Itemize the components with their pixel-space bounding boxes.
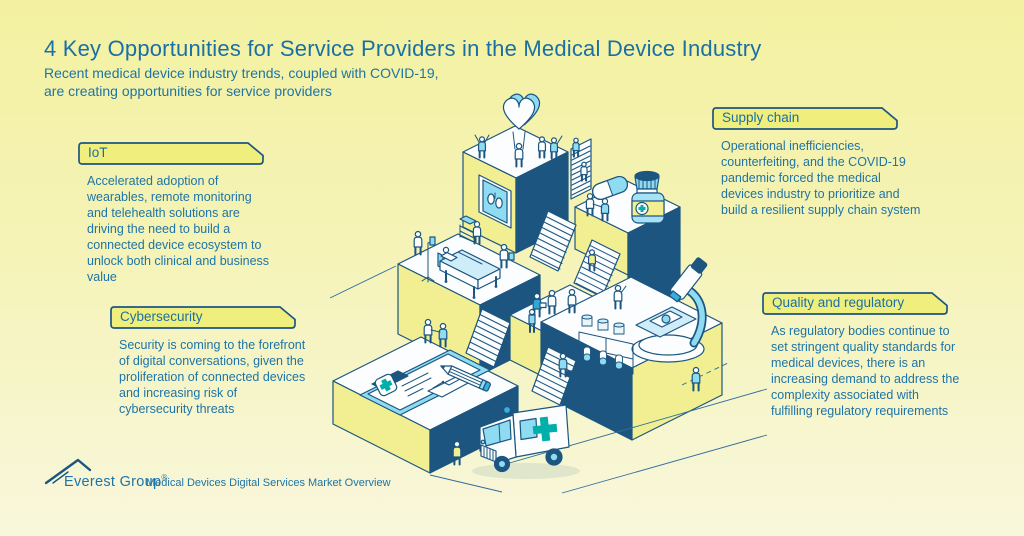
tablet: [540, 303, 546, 308]
hospital-bed-icon: [438, 247, 500, 299]
notched-tab-shape: [110, 306, 296, 329]
pill-capsule-icon: [590, 174, 629, 201]
callout-cybersecurity: Cybersecurity Security is coming to the …: [110, 306, 310, 417]
callout-supply-chain: Supply chain Operational inefficiencies,…: [712, 107, 922, 218]
notched-tab-shape: [712, 107, 898, 130]
microscope-icon: [632, 256, 709, 362]
staircase-icon: [530, 211, 576, 271]
callout-quality-regulatory-tab: Quality and regulatory: [762, 292, 948, 315]
isometric-illustration: [330, 85, 770, 495]
xray-frame-icon: [479, 175, 511, 228]
test-tube-rack-icon: [579, 315, 633, 374]
callout-supply-chain-label: Supply chain: [722, 110, 800, 125]
notched-tab-shape: [78, 142, 264, 165]
callout-supply-chain-tab: Supply chain: [712, 107, 898, 130]
page-subtitle: Recent medical device industry trends, c…: [44, 64, 439, 100]
notched-tab-shape: [762, 292, 948, 315]
callout-iot: IoT Accelerated adoption of wearables, r…: [78, 142, 278, 285]
callout-cybersecurity-body: Security is coming to the forefront of d…: [119, 338, 306, 416]
ground-line: [562, 435, 767, 493]
registered-trademark: ®: [161, 473, 168, 482]
pencil-icon: [439, 362, 491, 392]
medicine-bottle-icon: [632, 172, 664, 224]
callout-cybersecurity-label: Cybersecurity: [120, 309, 203, 324]
callout-quality-regulatory: Quality and regulatory As regulatory bod…: [762, 292, 962, 419]
everest-group-logo-icon: [44, 458, 92, 485]
person-figure: [472, 220, 482, 245]
callout-iot-label: IoT: [88, 145, 108, 160]
callout-quality-regulatory-label: Quality and regulatory: [772, 295, 905, 310]
briefcase-icon: [566, 371, 573, 376]
callout-cybersecurity-tab: Cybersecurity: [110, 306, 296, 329]
footer: Everest Group® Medical Devices Digital S…: [44, 455, 604, 500]
person-figure: [529, 310, 535, 333]
callout-supply-chain-body: Operational inefficiencies, counterfeiti…: [721, 139, 921, 217]
ground-line: [330, 266, 396, 298]
person-figure: [413, 230, 423, 256]
heart-icon: [503, 94, 539, 129]
callout-iot-body: Accelerated adoption of wearables, remot…: [87, 174, 270, 284]
callout-iot-tab: IoT: [78, 142, 264, 165]
callout-quality-regulatory-body: As regulatory bodies continue to set str…: [771, 324, 960, 418]
everest-group-wordmark: Everest Group®: [64, 473, 168, 490]
subtitle-line-2: are creating opportunities for service p…: [44, 83, 332, 99]
page-title: 4 Key Opportunities for Service Provider…: [44, 36, 762, 61]
subtitle-line-1: Recent medical device industry trends, c…: [44, 65, 439, 81]
iv-stand-icon: [422, 237, 435, 282]
staircase-icon: [466, 309, 510, 367]
ambulance-icon: [480, 405, 569, 472]
ground-line: [430, 475, 502, 492]
footer-tagline: Medical Devices Digital Services Market …: [146, 477, 391, 489]
chart-board: [509, 253, 514, 260]
